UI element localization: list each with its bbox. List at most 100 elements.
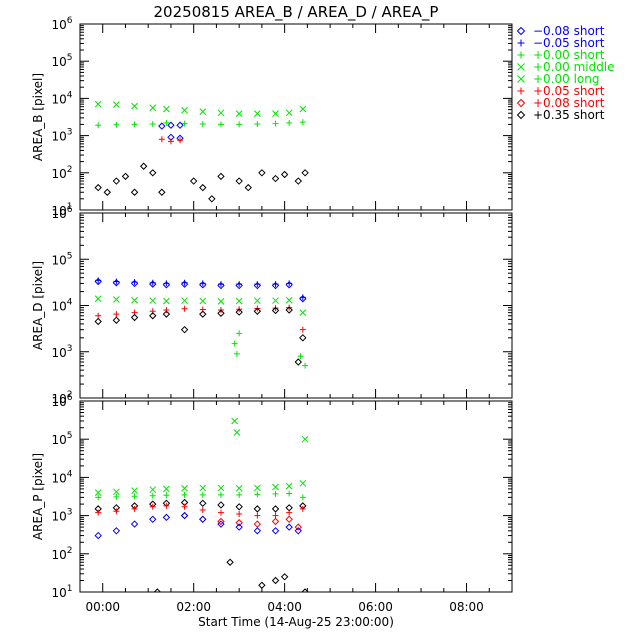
data-point xyxy=(294,523,302,531)
data-point xyxy=(95,494,102,501)
data-points xyxy=(94,277,309,369)
data-point xyxy=(299,119,306,126)
data-point xyxy=(253,297,261,305)
legend-label: −0.08 short xyxy=(533,24,605,38)
data-point xyxy=(176,121,184,129)
data-point xyxy=(95,509,102,516)
data-points xyxy=(94,100,309,203)
data-point xyxy=(285,281,293,289)
data-point xyxy=(271,527,280,535)
data-point xyxy=(217,281,225,290)
data-point xyxy=(217,297,225,305)
y-tick-label: 104 xyxy=(51,90,72,106)
data-point xyxy=(199,515,207,524)
data-point xyxy=(94,317,102,326)
data-point xyxy=(217,109,225,117)
data-point xyxy=(271,576,280,585)
x-tick-label: 04:00 xyxy=(267,600,302,614)
data-point xyxy=(233,429,241,436)
data-point xyxy=(299,326,306,333)
data-point xyxy=(163,485,170,493)
data-point xyxy=(253,484,261,492)
data-point xyxy=(139,162,148,170)
data-point xyxy=(226,558,234,566)
data-point xyxy=(235,308,243,316)
data-point xyxy=(272,512,279,519)
data-point xyxy=(254,121,261,128)
data-point xyxy=(272,483,279,491)
data-point xyxy=(258,581,266,589)
data-point xyxy=(131,487,138,495)
panel-1: 101 102 103 104 105 106 AREA_B [pixel] xyxy=(31,16,513,218)
data-point xyxy=(217,520,225,528)
data-point xyxy=(217,172,225,181)
data-point xyxy=(272,490,279,497)
data-point xyxy=(181,305,188,312)
y-tick-label: 105 xyxy=(51,251,72,267)
data-point xyxy=(113,508,120,515)
legend-marker xyxy=(517,63,525,71)
data-point xyxy=(285,306,293,314)
data-point xyxy=(131,102,138,110)
data-point xyxy=(113,311,120,318)
data-point xyxy=(94,489,102,496)
y-axis-label: AREA_D [pixel] xyxy=(31,261,45,350)
data-point xyxy=(236,491,243,498)
data-point xyxy=(299,479,307,487)
data-point xyxy=(217,509,224,516)
data-point xyxy=(181,484,188,492)
y-tick-label: 101 xyxy=(51,584,72,600)
data-point xyxy=(149,104,157,112)
data-point xyxy=(149,312,157,320)
x-tick-label: 06:00 xyxy=(358,600,393,614)
data-point xyxy=(285,515,293,524)
legend-label: +0.08 short xyxy=(533,96,605,110)
data-point xyxy=(94,277,102,286)
data-point xyxy=(149,492,156,499)
data-point xyxy=(113,101,120,108)
data-point xyxy=(112,177,121,185)
plot-frame xyxy=(79,400,513,593)
data-point xyxy=(301,169,309,177)
data-point xyxy=(235,484,243,492)
data-point xyxy=(299,494,306,501)
data-point xyxy=(294,527,302,535)
data-point xyxy=(286,119,293,126)
data-point xyxy=(236,121,243,128)
y-tick-label: 103 xyxy=(51,128,72,144)
data-point xyxy=(181,120,188,127)
data-point xyxy=(181,491,188,498)
data-point xyxy=(163,105,170,113)
data-point xyxy=(149,515,157,524)
y-tick-label: 104 xyxy=(51,298,72,314)
data-point xyxy=(149,169,157,177)
y-tick-label: 106 xyxy=(51,393,72,409)
data-point xyxy=(180,325,189,334)
data-point xyxy=(253,281,262,290)
y-tick-label: 102 xyxy=(51,165,72,181)
data-point xyxy=(294,358,302,366)
data-point xyxy=(271,306,280,315)
data-point xyxy=(167,138,174,145)
data-point xyxy=(131,121,138,128)
legend-marker xyxy=(516,26,526,36)
data-point xyxy=(94,183,102,192)
y-tick-label: 102 xyxy=(51,546,72,562)
y-tick-label: 106 xyxy=(51,16,72,32)
data-point xyxy=(286,490,293,497)
data-point xyxy=(149,297,157,304)
data-point xyxy=(199,515,207,524)
data-point xyxy=(217,491,224,498)
data-point xyxy=(199,183,207,192)
data-point xyxy=(199,507,206,514)
data-point xyxy=(299,505,306,512)
data-point xyxy=(271,174,280,183)
data-points xyxy=(94,417,309,592)
data-point xyxy=(236,511,243,518)
data-point xyxy=(130,520,139,528)
data-point xyxy=(199,121,206,128)
legend-marker xyxy=(517,51,525,59)
data-point xyxy=(113,296,120,303)
data-point xyxy=(199,108,207,116)
